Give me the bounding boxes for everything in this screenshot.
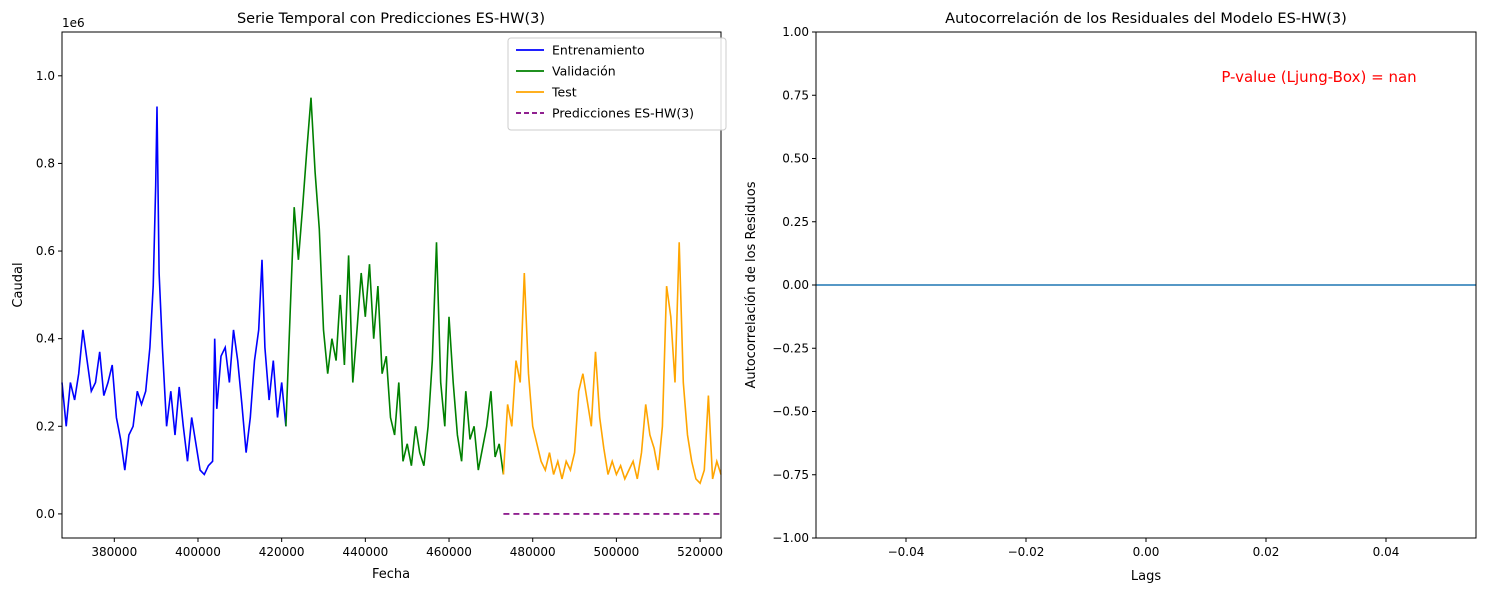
acf-y-tick-label-7: 0.75: [782, 88, 809, 102]
time-series-title: Serie Temporal con Predicciones ES-HW(3): [237, 11, 545, 27]
acf-y-ticks: −1.00 −0.75 −0.50 −0.25 0.00 0.25 0.50 0.75 1.00: [772, 25, 816, 545]
series-line-2: [502, 242, 722, 485]
y-tick-label-5: 1.0: [36, 69, 55, 83]
time-series-y-ticks: 0.0 0.2 0.4 0.6 0.8 1.0: [36, 69, 62, 521]
acf-y-tick-label-5: 0.25: [782, 215, 809, 229]
y-tick-label-3: 0.6: [36, 244, 55, 258]
x-tick-label-0: 380000: [91, 545, 137, 559]
acf-x-tick-label-0: −0.04: [888, 545, 925, 559]
series-line-0: [61, 106, 287, 476]
legend-box: [507, 37, 727, 131]
y-tick-label-2: 0.4: [36, 332, 55, 346]
acf-x-ticks: −0.04 −0.02 0.00 0.02 0.04: [888, 538, 1400, 559]
acf-y-tick-label-8: 1.00: [782, 25, 809, 39]
time-series-x-ticks: 380000 400000 420000 440000 460000 480000 5000…: [91, 538, 723, 559]
acf-y-tick-label-1: −0.75: [772, 468, 809, 482]
x-tick-label-6: 500000: [593, 545, 639, 559]
x-tick-label-5: 480000: [510, 545, 556, 559]
legend-label-3: Predicciones ES-HW(3): [552, 106, 694, 121]
x-tick-label-3: 440000: [342, 545, 388, 559]
time-series-frame: [61, 31, 722, 539]
acf-y-tick-label-2: −0.50: [772, 405, 809, 419]
time-series-y-axis-label: Caudal: [11, 262, 26, 307]
x-tick-label-7: 520000: [677, 545, 723, 559]
y-tick-label-1: 0.2: [36, 419, 55, 433]
acf-x-tick-label-4: 0.04: [1373, 545, 1400, 559]
legend-label-1: Validación: [552, 64, 616, 79]
acf-y-tick-label-4: 0.00: [782, 278, 809, 292]
y-tick-label-4: 0.8: [36, 156, 55, 170]
acf-y-tick-label-3: −0.25: [772, 341, 809, 355]
time-series-lines: [61, 97, 722, 515]
acf-annotation: P-value (Ljung-Box) = nan: [1221, 68, 1416, 86]
legend-items: Entrenamiento Validación Test Predicciones …: [516, 43, 694, 121]
legend: Entrenamiento Validación Test Predicciones …: [507, 37, 727, 131]
y-tick-label-0: 0.0: [36, 507, 55, 521]
x-tick-label-2: 420000: [259, 545, 305, 559]
y-offset-label: 1e6: [62, 16, 85, 30]
x-tick-label-4: 460000: [426, 545, 472, 559]
acf-y-axis-label: Autocorrelación de los Residuos: [744, 181, 759, 388]
legend-label-2: Test: [551, 85, 577, 100]
acf-x-tick-label-1: −0.02: [1008, 545, 1045, 559]
acf-x-tick-label-2: 0.00: [1133, 545, 1160, 559]
time-series-x-axis-label: Fecha: [372, 567, 410, 582]
x-tick-label-1: 400000: [175, 545, 221, 559]
acf-title: Autocorrelación de los Residuales del Mo…: [945, 11, 1347, 27]
legend-label-0: Entrenamiento: [552, 43, 645, 58]
acf-y-tick-label-6: 0.50: [782, 152, 809, 166]
acf-panel: Autocorrelación de los Residuales del Mo…: [744, 11, 1477, 584]
acf-y-tick-label-0: −1.00: [772, 531, 809, 545]
acf-x-axis-label: Lags: [1131, 569, 1161, 584]
acf-x-tick-label-3: 0.02: [1253, 545, 1280, 559]
time-series-panel: Serie Temporal con Predicciones ES-HW(3)…: [11, 11, 727, 582]
series-line-1: [285, 97, 505, 475]
